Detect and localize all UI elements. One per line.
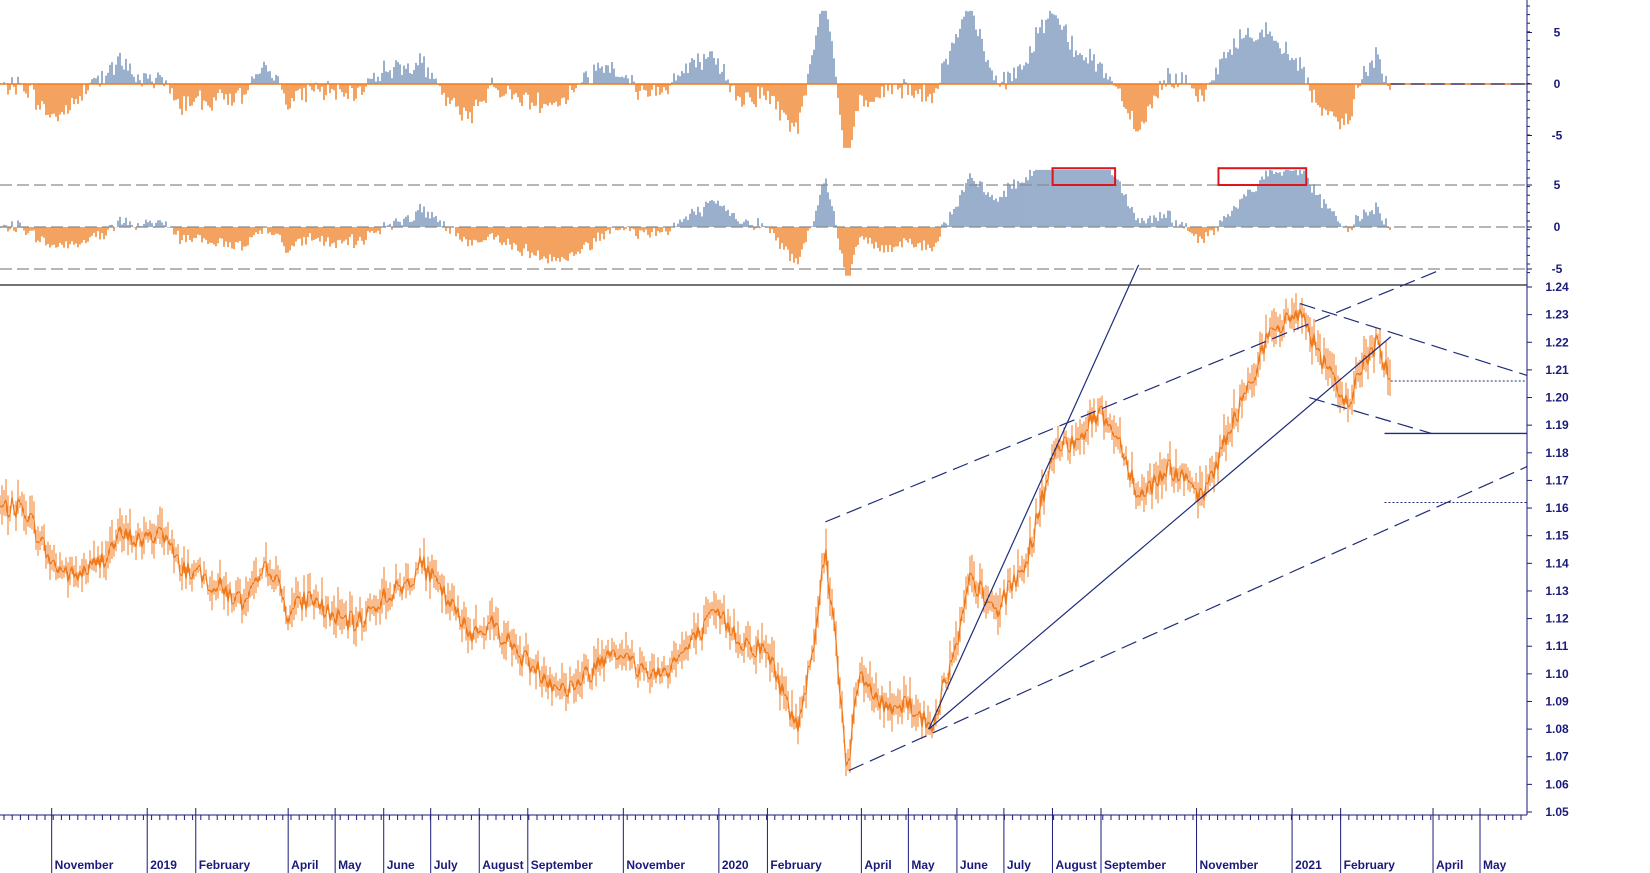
price-tick-label: 1.14 [1545, 556, 1569, 570]
resistance-dashed [1299, 303, 1528, 376]
oscillator-middle-tick-label: 5 [1554, 178, 1561, 192]
channel-lower-dashed [848, 466, 1528, 772]
price-tick-label: 1.13 [1545, 584, 1569, 598]
oscillator-middle-tick-label: -5 [1552, 262, 1563, 276]
x-tick-label: February [1344, 858, 1396, 872]
price-tick-label: 1.23 [1545, 308, 1569, 322]
price-tick-label: 1.10 [1545, 667, 1569, 681]
price-tick-label: 1.19 [1545, 418, 1569, 432]
price-tick-label: 1.21 [1545, 363, 1569, 377]
price-tick-label: 1.22 [1545, 335, 1569, 349]
price-tick-label: 1.17 [1545, 473, 1569, 487]
x-tick-label: May [1483, 858, 1507, 872]
uptrend-shallow [928, 336, 1392, 730]
x-tick-label: 2021 [1295, 858, 1322, 872]
price-tick-label: 1.08 [1545, 722, 1569, 736]
price-tick-label: 1.16 [1545, 501, 1569, 515]
channel-upper-dashed [825, 269, 1440, 523]
price-tick-label: 1.20 [1545, 391, 1569, 405]
price-tick-label: 1.05 [1545, 805, 1569, 819]
oscillator-highlight-box [1217, 167, 1308, 186]
x-tick-label: July [1007, 858, 1031, 872]
oscillator-top-tick-label: -5 [1552, 129, 1563, 143]
price-tick-label: 1.11 [1546, 639, 1569, 653]
y-axis: 5 0 -5 5 0 -5 1.24 1.23 1.22 1.21 1.20 1.19 1.18 1.17… [1526, 0, 1569, 819]
price-tick-label: 1.24 [1545, 280, 1569, 294]
oscillator-top-tick-label: 0 [1554, 77, 1561, 91]
uptrend-steep [928, 264, 1140, 730]
x-tick-label: September [531, 858, 593, 872]
price-tick-label: 1.07 [1545, 750, 1569, 764]
oscillator-top-tick-label: 5 [1554, 26, 1561, 40]
x-tick-label: 2020 [722, 858, 749, 872]
x-tick-label: August [482, 858, 523, 872]
oscillator-top-bars [0, 10, 1391, 148]
price-tick-label: 1.18 [1545, 446, 1569, 460]
x-tick-label: September [1104, 858, 1166, 872]
oscillator-middle-bars [0, 169, 1391, 276]
price-hilo-bars [0, 293, 1391, 776]
x-tick-label: May [338, 858, 362, 872]
price-line [0, 308, 1391, 767]
price-tick-label: 1.09 [1545, 694, 1569, 708]
x-tick-label: November [1200, 858, 1259, 872]
x-tick-label: July [434, 858, 458, 872]
x-tick-label: 2019 [150, 858, 177, 872]
x-tick-label: June [387, 858, 415, 872]
x-tick-label: June [960, 858, 988, 872]
price-tick-label: 1.12 [1545, 612, 1569, 626]
oscillator-highlight-box [1051, 167, 1117, 186]
x-tick-label: April [291, 858, 318, 872]
x-tick-label: February [199, 858, 251, 872]
x-tick-label: April [1436, 858, 1463, 872]
x-tick-label: April [864, 858, 891, 872]
x-tick-label: August [1055, 858, 1096, 872]
x-tick-label: February [770, 858, 822, 872]
price-tick-label: 1.06 [1545, 777, 1569, 791]
price-tick-label: 1.15 [1545, 529, 1569, 543]
support-dashed [1309, 396, 1432, 435]
chart-panels [0, 10, 1528, 776]
x-tick-label: November [55, 858, 114, 872]
x-tick-label: November [626, 858, 685, 872]
x-axis: November 2019 February April May June July Augu… [0, 808, 1527, 873]
x-tick-label: May [911, 858, 935, 872]
oscillator-middle-tick-label: 0 [1554, 220, 1561, 234]
